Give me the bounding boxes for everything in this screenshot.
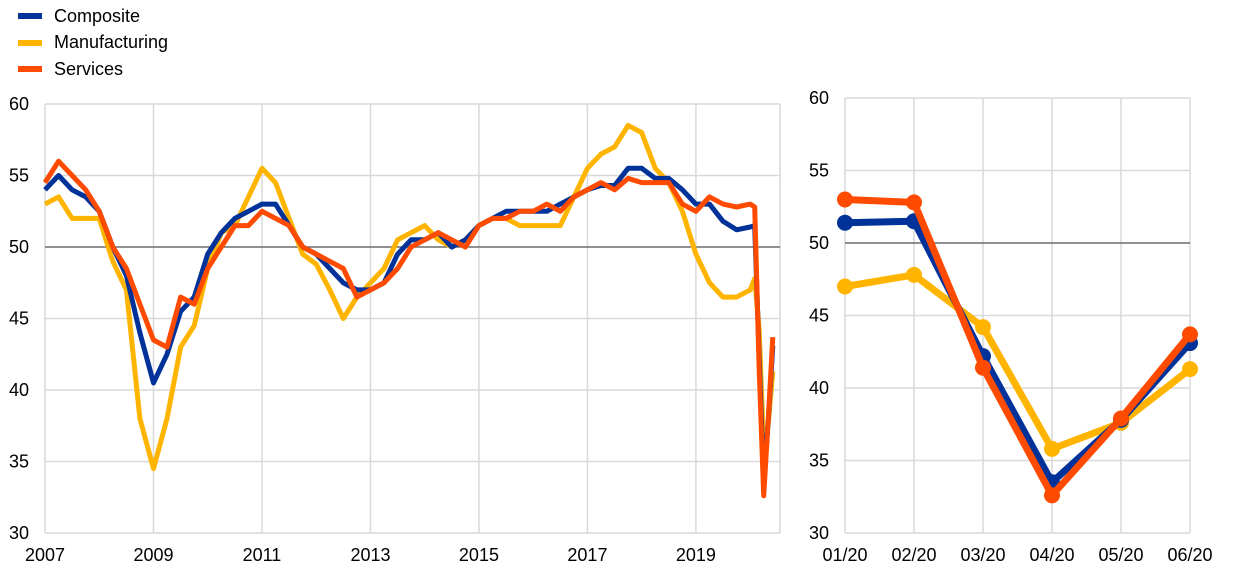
data-point-manufacturing (906, 266, 922, 283)
data-point-manufacturing (1044, 440, 1060, 457)
series-line-manufacturing (844, 271, 1193, 453)
x-tick-label: 2011 (243, 545, 282, 565)
y-tick-label: 40 (809, 378, 829, 398)
legend: Composite Manufacturing Services (18, 3, 168, 83)
y-tick-label: 55 (9, 166, 29, 186)
legend-item-manufacturing: Manufacturing (18, 30, 168, 57)
data-point-manufacturing (975, 319, 991, 336)
y-tick-label: 45 (809, 306, 829, 326)
y-tick-label: 30 (809, 523, 829, 543)
data-point-services (1182, 326, 1198, 343)
y-tick-label: 50 (9, 237, 29, 257)
series-line-manufacturing (43, 123, 776, 472)
series-line-services (42, 158, 776, 499)
x-tick-label: 01/20 (822, 545, 867, 565)
data-point-manufacturing (837, 278, 853, 295)
x-tick-label: 02/20 (891, 545, 936, 565)
y-tick-label: 55 (809, 161, 829, 181)
legend-swatch-manufacturing (18, 39, 42, 46)
x-tick-label: 2015 (459, 545, 499, 565)
x-tick-label: 03/20 (960, 545, 1005, 565)
series-line-composite (844, 217, 1193, 486)
y-tick-label: 30 (9, 523, 29, 543)
legend-label: Services (54, 58, 124, 79)
x-tick-label: 05/20 (1098, 545, 1143, 565)
y-tick-label: 45 (9, 309, 29, 329)
data-point-services (837, 191, 853, 208)
legend-swatch-services (18, 66, 42, 73)
x-tick-label: 2017 (567, 545, 607, 565)
y-tick-label: 50 (809, 233, 829, 253)
data-point-services (975, 359, 991, 376)
right-panel: 30 35 40 45 50 55 60 01/20 02/20 03/20 04/20 05/20 0… (809, 88, 1213, 565)
legend-label: Composite (54, 5, 141, 26)
x-tick-label: 2019 (676, 545, 716, 565)
x-tick-label: 2007 (25, 545, 65, 565)
x-tick-label: 2009 (133, 545, 173, 565)
data-point-composite (837, 214, 853, 231)
legend-item-composite: Composite (18, 3, 168, 30)
legend-item-services: Services (18, 56, 168, 83)
data-point-services (906, 194, 922, 211)
x-tick-label: 06/20 (1167, 545, 1212, 565)
y-tick-label: 60 (9, 94, 29, 114)
data-point-services (1113, 410, 1129, 427)
y-tick-label: 35 (9, 452, 29, 472)
x-tick-label: 04/20 (1029, 545, 1074, 565)
legend-label: Manufacturing (54, 32, 169, 53)
y-tick-label: 60 (809, 88, 829, 108)
left-panel: 30 35 40 45 50 55 60 2007 2009 2011 2013 2015 2017 20… (9, 94, 781, 565)
legend-swatch-composite (18, 13, 42, 20)
data-point-services (1044, 487, 1060, 504)
data-point-manufacturing (1182, 361, 1198, 378)
y-tick-label: 40 (9, 380, 29, 400)
x-tick-label: 2013 (350, 545, 390, 565)
y-tick-label: 35 (809, 451, 829, 471)
series-line-services (844, 196, 1193, 499)
